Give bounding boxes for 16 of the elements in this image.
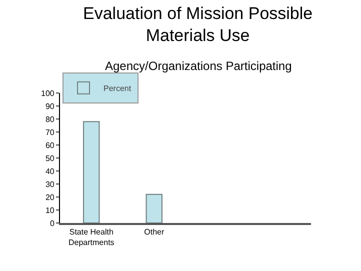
y-tick-label: 90 <box>45 102 55 111</box>
chart-subtitle: Agency/Organizations Participating <box>105 59 292 73</box>
y-tick-label: 10 <box>45 206 55 215</box>
x-tick-label: State Health Departments <box>68 228 114 247</box>
y-tick-label: 80 <box>45 114 55 124</box>
x-tick-label: Other <box>144 228 164 237</box>
y-tick-label: 60 <box>45 140 55 150</box>
chart-title: Evaluation of Mission Possible Materials Use <box>83 4 313 46</box>
y-tick-label: 50 <box>45 154 55 163</box>
legend-label: Percent <box>104 84 132 94</box>
y-tick-label: 40 <box>45 166 55 176</box>
y-tick-label: 70 <box>45 128 55 137</box>
y-tick-label: 0 <box>50 218 55 228</box>
y-tick-label: 30 <box>45 180 55 189</box>
y-tick-label: 100 <box>41 88 55 98</box>
y-tick-label: 20 <box>45 192 55 202</box>
